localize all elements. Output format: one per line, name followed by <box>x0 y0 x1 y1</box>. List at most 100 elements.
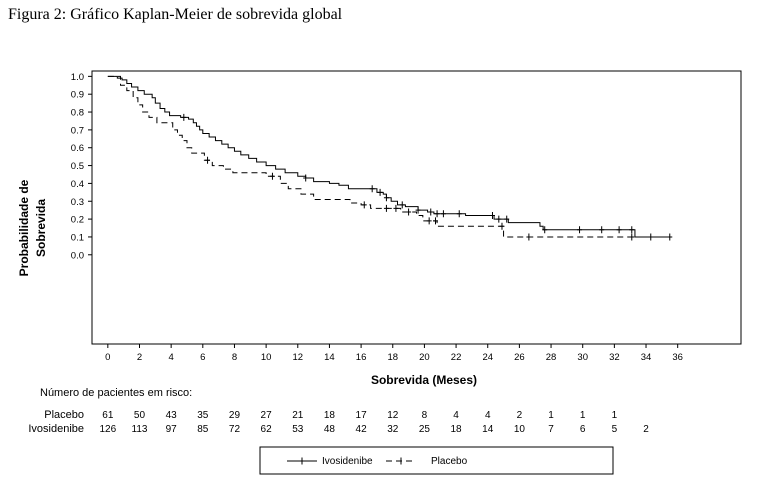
risk-count: 1 <box>612 410 618 421</box>
censor-mark-placebo <box>426 217 432 225</box>
censor-mark-ivosidenibe <box>648 233 654 241</box>
risk-count: 29 <box>229 410 241 421</box>
censor-mark-placebo <box>406 208 412 216</box>
risk-row-label: Placebo <box>44 409 84 421</box>
censor-mark-placebo <box>361 201 367 209</box>
y-tick-label: 0.9 <box>71 90 84 101</box>
x-tick-label: 16 <box>356 352 367 363</box>
x-tick-label: 36 <box>672 352 683 363</box>
risk-count: 53 <box>292 424 304 435</box>
risk-table: Placebo 61 50 43 35 29 27 21 18 17 12 8 4 4 2 1 1 1Ivosid… <box>28 409 649 435</box>
censor-mark-ivosidenibe <box>440 210 446 218</box>
y-tick-label: 0.4 <box>71 179 84 190</box>
risk-count: 18 <box>324 410 336 421</box>
risk-count: 21 <box>292 410 304 421</box>
risk-count: 18 <box>451 424 463 435</box>
censor-mark-ivosidenibe <box>577 226 583 234</box>
x-tick-label: 4 <box>168 352 173 363</box>
risk-count: 1 <box>580 410 586 421</box>
censor-mark-ivosidenibe <box>415 206 421 214</box>
risk-count: 126 <box>99 424 116 435</box>
x-tick-label: 32 <box>609 352 620 363</box>
risk-count: 5 <box>612 424 618 435</box>
censor-mark-ivosidenibe <box>599 226 605 234</box>
y-axis-title-line-1: Probabilidade de <box>17 179 31 276</box>
censor-mark-ivosidenibe <box>399 201 405 209</box>
censor-mark-ivosidenibe <box>434 210 440 218</box>
y-axis-title-line-2: Sobrevida <box>34 199 48 257</box>
risk-count: 7 <box>548 424 554 435</box>
legend-placebo-label: Placebo <box>431 456 468 467</box>
risk-count: 62 <box>261 424 273 435</box>
risk-count: 42 <box>356 424 368 435</box>
x-tick-label: 24 <box>482 352 493 363</box>
risk-count: 17 <box>356 410 368 421</box>
censor-mark-ivosidenibe <box>496 215 502 223</box>
censor-mark-ivosidenibe <box>428 208 434 216</box>
plot-frame <box>91 70 742 345</box>
x-tick-label: 6 <box>200 352 205 363</box>
risk-count: 35 <box>197 410 209 421</box>
y-tick-label: 0.7 <box>71 125 84 136</box>
risk-count: 6 <box>580 424 586 435</box>
x-tick-label: 10 <box>261 352 272 363</box>
x-tick-label: 2 <box>137 352 142 363</box>
x-tick-label: 14 <box>324 352 335 363</box>
censor-mark-ivosidenibe <box>616 226 622 234</box>
censor-mark-ivosidenibe <box>667 233 673 241</box>
x-axis: 0 2 4 6 8 10 12 14 16 18 20 22 24 26 28 30 32 34 36 <box>105 344 683 363</box>
km-curve-ivosidenibe <box>107 75 670 238</box>
risk-count: 113 <box>132 424 148 435</box>
risk-count: 61 <box>102 410 114 421</box>
risk-count: 48 <box>324 424 336 435</box>
risk-count: 85 <box>197 424 209 435</box>
censor-mark-placebo <box>629 233 635 241</box>
y-axis-title: Probabilidade de Sobrevida <box>17 179 48 276</box>
censor-mark-ivosidenibe <box>369 185 375 193</box>
censor-mark-placebo <box>526 233 532 241</box>
censor-mark-ivosidenibe <box>504 215 510 223</box>
risk-count: 32 <box>387 424 399 435</box>
risk-count: 10 <box>514 424 526 435</box>
x-tick-label: 8 <box>232 352 237 363</box>
risk-count: 43 <box>166 410 178 421</box>
censor-mark-ivosidenibe <box>377 188 383 196</box>
x-tick-label: 30 <box>577 352 588 363</box>
y-tick-label: 0.8 <box>71 108 84 119</box>
x-tick-label: 0 <box>105 352 110 363</box>
risk-count: 27 <box>261 410 273 421</box>
censor-mark-placebo <box>205 156 211 164</box>
legend: Ivosidenibe Placebo <box>259 446 614 475</box>
risk-count: 72 <box>229 424 241 435</box>
y-tick-label: 0.3 <box>71 197 84 208</box>
x-tick-label: 26 <box>514 352 525 363</box>
figure-title: Figura 2: Gráfico Kaplan-Meier de sobrev… <box>8 6 343 23</box>
censor-mark-placebo <box>499 222 505 230</box>
x-tick-label: 34 <box>641 352 652 363</box>
x-tick-label: 18 <box>387 352 398 363</box>
censor-mark-placebo <box>383 204 389 212</box>
risk-count: 2 <box>517 410 523 421</box>
km-curves <box>107 75 673 241</box>
y-tick-label: 0.6 <box>71 143 84 154</box>
censor-mark-placebo <box>393 204 399 212</box>
risk-count: 4 <box>485 410 491 421</box>
censor-mark-ivosidenibe <box>542 226 548 234</box>
risk-count: 8 <box>422 410 428 421</box>
risk-table-heading: Número de pacientes em risco: <box>40 387 192 399</box>
y-tick-label: 0.5 <box>71 161 84 172</box>
censor-mark-ivosidenibe <box>489 212 495 220</box>
x-tick-label: 12 <box>292 352 303 363</box>
censor-mark-placebo <box>269 172 275 180</box>
y-tick-label: 0.2 <box>71 215 84 226</box>
risk-count: 50 <box>134 410 146 421</box>
y-tick-label: 1.0 <box>71 72 84 83</box>
censor-mark-ivosidenibe <box>383 194 389 202</box>
risk-count: 1 <box>548 410 554 421</box>
y-tick-label: 0.1 <box>71 232 84 243</box>
risk-count: 97 <box>166 424 178 435</box>
censor-mark-ivosidenibe <box>456 210 462 218</box>
censor-mark-placebo <box>433 217 438 225</box>
censor-mark-ivosidenibe <box>181 113 187 121</box>
